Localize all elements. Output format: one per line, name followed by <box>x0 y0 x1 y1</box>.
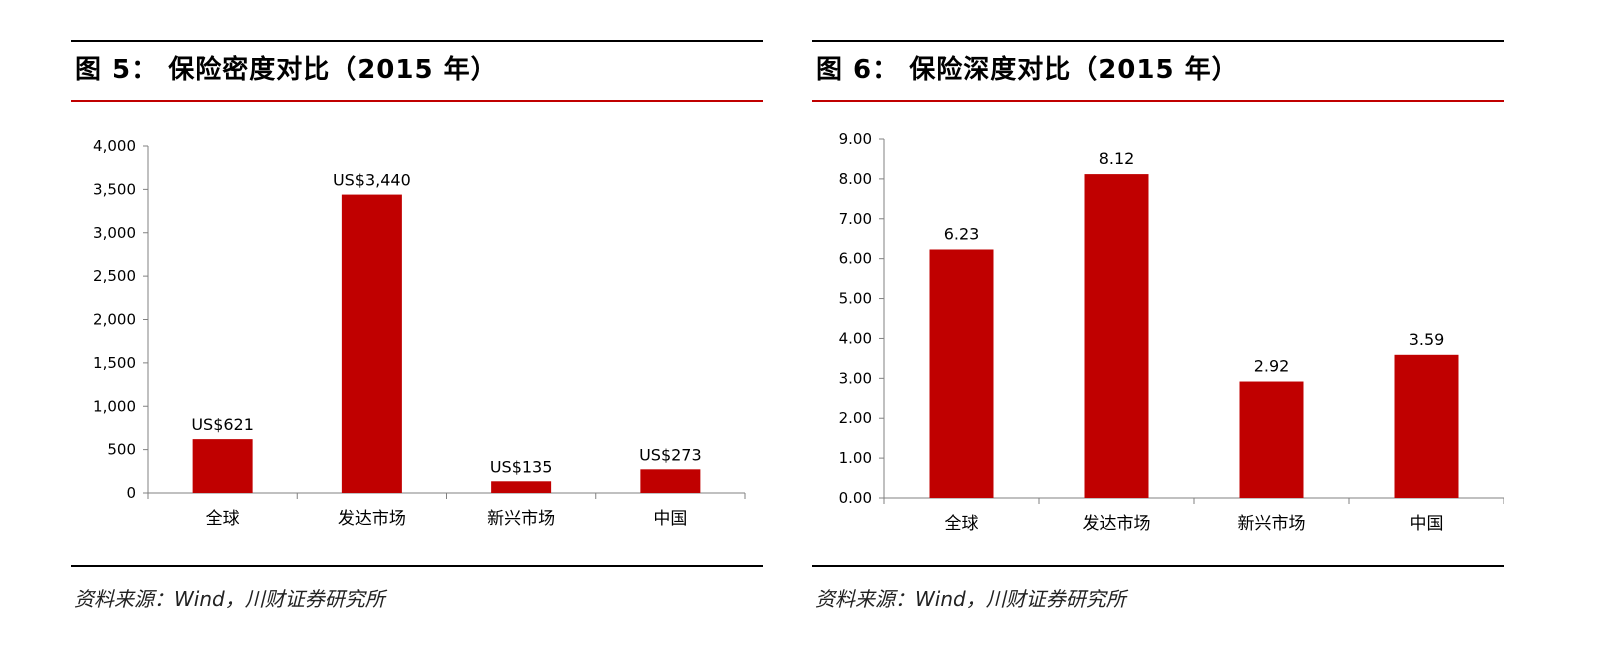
y-tick-label: 2,500 <box>93 267 136 285</box>
x-category-label: 中国 <box>1410 514 1444 534</box>
x-category-label: 发达市场 <box>1083 514 1151 534</box>
chart-panel-insurance-depth: 图 6： 保险深度对比（2015 年） 0.00 1.00 2.00 3.00 4.00… <box>812 0 1504 648</box>
title-underline <box>71 100 763 102</box>
y-tick-label: 0.00 <box>839 489 872 507</box>
y-tick-label: 5.00 <box>839 290 872 308</box>
y-tick-label: 3,000 <box>93 224 136 242</box>
data-label: 3.59 <box>1409 330 1445 349</box>
figure-title: 图 6： 保险深度对比（2015 年） <box>816 55 1239 85</box>
x-category-label: 新兴市场 <box>1238 514 1306 534</box>
y-tick-label: 1,500 <box>93 354 136 372</box>
data-label: 2.92 <box>1254 357 1290 376</box>
bar <box>1394 354 1459 498</box>
x-category-label: 全球 <box>945 514 979 534</box>
y-tick-label: 4,000 <box>93 137 136 155</box>
bar-chart-insurance-density: 0 500 1,000 1,500 2,000 2,500 3,000 3,500 4,000 U… <box>93 137 746 529</box>
y-tick-label: 4.00 <box>839 329 872 347</box>
y-tick-label: 1,000 <box>93 397 136 415</box>
bottom-rule <box>71 565 763 567</box>
chart-panel-insurance-density: 图 5： 保险密度对比（2015 年） 0 500 1,000 1,500 2,000 2… <box>71 0 763 648</box>
y-tick-label: 2,000 <box>93 311 136 329</box>
x-category-label: 中国 <box>653 509 687 529</box>
figure-title: 图 5： 保险密度对比（2015 年） <box>75 55 498 85</box>
y-tick-label: 3.00 <box>839 369 872 387</box>
y-tick-label: 6.00 <box>839 250 872 268</box>
x-category-label: 发达市场 <box>338 509 406 529</box>
data-label: US$135 <box>490 457 553 476</box>
top-rule <box>812 40 1504 42</box>
x-category-label: 全球 <box>206 509 240 529</box>
bar <box>192 439 253 493</box>
y-tick-label: 500 <box>107 441 136 459</box>
source-note: 资料来源：Wind，川财证券研究所 <box>815 587 1126 611</box>
bar <box>341 194 402 493</box>
bar <box>640 469 701 493</box>
y-tick-label: 1.00 <box>839 449 872 467</box>
data-label: 6.23 <box>944 224 980 243</box>
title-underline <box>812 100 1504 102</box>
y-tick-label: 7.00 <box>839 210 872 228</box>
bottom-rule <box>812 565 1504 567</box>
top-rule <box>71 40 763 42</box>
data-label: US$273 <box>639 445 702 464</box>
bar <box>491 481 552 493</box>
bar-chart-insurance-depth: 0.00 1.00 2.00 3.00 4.00 5.00 6.00 7.00 8.00 9.00… <box>839 130 1504 534</box>
data-label: US$3,440 <box>333 171 411 190</box>
data-label: 8.12 <box>1099 149 1135 168</box>
y-tick-label: 9.00 <box>839 130 872 148</box>
bar <box>1239 381 1304 498</box>
data-label: US$621 <box>191 415 254 434</box>
y-tick-label: 0 <box>126 484 136 502</box>
source-note: 资料来源：Wind，川财证券研究所 <box>74 587 385 611</box>
bar <box>929 249 994 498</box>
bar <box>1084 174 1149 498</box>
y-tick-label: 2.00 <box>839 409 872 427</box>
x-category-label: 新兴市场 <box>487 509 555 529</box>
y-tick-label: 8.00 <box>839 170 872 188</box>
y-tick-label: 3,500 <box>93 180 136 198</box>
